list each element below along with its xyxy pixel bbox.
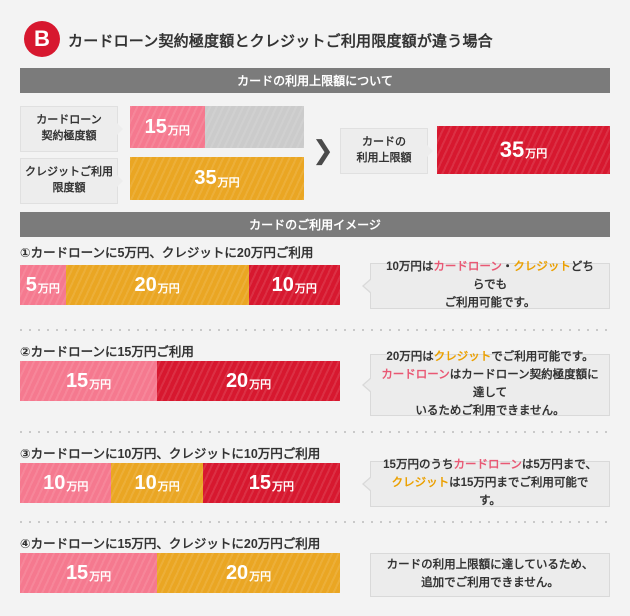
usage-row1-caption: ①カードローンに5万円、クレジットに20万円ご利用	[20, 246, 314, 260]
note2-part1: 20万円は	[386, 351, 434, 364]
usage-row1-credit-segment: 20 万円	[65, 265, 249, 305]
note3-part5: は15万円までご利用可能です。	[449, 477, 589, 507]
usage-row3-seg3-unit: 万円	[272, 481, 295, 493]
usage-row1-card-loan-segment: 5 万円	[20, 265, 66, 305]
usage-row2-seg2-unit: 万円	[249, 379, 272, 391]
card-upper-limit-segment: 35 万円	[437, 126, 610, 174]
note3-part3: は5万円まで、	[521, 459, 597, 472]
credit-limit-label-line2: 限度額	[52, 182, 86, 194]
usage-row3-available-segment: 15 万円	[202, 463, 340, 503]
card-upper-limit-value: 35	[499, 137, 525, 162]
usage-row1-bar: 5 万円 20 万円 10 万円	[20, 265, 340, 305]
usage-row4-bar: 15 万円 20 万円	[20, 553, 340, 593]
credit-limit-unit: 万円	[217, 176, 240, 189]
usage-row3-seg3-value: 15	[248, 471, 272, 494]
usage-row2-seg1-value: 15	[65, 369, 89, 392]
card-loan-limit-segment: 15 万円	[130, 106, 205, 148]
note2-card-loan-word: カードローン	[381, 369, 450, 382]
usage-row3-card-loan-segment: 10 万円	[20, 463, 112, 503]
usage-row3-seg2-value: 10	[134, 471, 157, 494]
card-upper-limit-label-line2: 利用上限額	[356, 152, 412, 164]
usage-row1-seg1-unit: 万円	[37, 283, 60, 295]
card-loan-limit-bar: 15 万円	[130, 106, 304, 148]
usage-row2-note-text: 20万円はクレジットでご利用可能です。 カードローンはカードローン契約極度額に達…	[381, 349, 599, 420]
usage-row4-note: カードの利用上限額に達しているため、 追加でご利用できません。	[370, 553, 610, 597]
usage-row3-seg2-unit: 万円	[157, 481, 180, 493]
dotted-separator-1	[20, 329, 610, 331]
note1-part5: どちらでも	[472, 261, 594, 292]
card-loan-limit-value: 15	[144, 115, 167, 138]
card-loan-limit-remainder-segment	[204, 106, 304, 148]
note1-part1: 10万円は	[386, 261, 434, 274]
usage-row3-note: 15万円のうちカードローンは5万円まで、 クレジットは15万円までご利用可能です…	[362, 459, 610, 507]
usage-row3-note-text: 15万円のうちカードローンは5万円まで、 クレジットは15万円までご利用可能です…	[381, 457, 599, 510]
credit-limit-label-line1: クレジットご利用	[25, 166, 113, 179]
usage-row4-note-text: カードの利用上限額に達しているため、 追加でご利用できません。	[387, 557, 594, 593]
note4-part2: 追加でご利用できません。	[421, 577, 559, 589]
usage-row4-credit-segment: 20 万円	[157, 553, 340, 593]
page-title: カードローン契約極度額とクレジットご利用限度額が違う場合	[68, 33, 493, 50]
card-upper-limit-bar: 35 万円	[437, 126, 610, 174]
note2-part6: いるためご利用できません。	[415, 404, 565, 417]
usage-row4-seg1-value: 15	[65, 561, 89, 584]
usage-row4-caption: ④カードローンに15万円、クレジットに20万円ご利用	[20, 537, 321, 551]
usage-row2-seg2-value: 20	[225, 369, 249, 392]
section-b-badge: B	[24, 21, 60, 57]
usage-row2-seg1-unit: 万円	[89, 379, 112, 391]
usage-row1-seg2-unit: 万円	[157, 283, 180, 295]
usage-row4-seg2-value: 20	[225, 561, 249, 584]
card-loan-limit-label-line1: カードローン	[36, 114, 102, 127]
credit-limit-value: 35	[194, 167, 217, 189]
usage-row1-note-text: 10万円はカードローン・クレジットどちらでも ご利用可能です。	[381, 259, 599, 312]
note1-part6: ご利用可能です。	[444, 296, 536, 309]
note2-part5: はカードローン契約極度額に達して	[449, 369, 599, 399]
upper-section-heading: カードの利用上限額について	[20, 68, 610, 93]
card-loan-limit-unit: 万円	[167, 125, 190, 137]
note2-part3: でご利用可能です。	[491, 351, 594, 364]
usage-row2-note: 20万円はクレジットでご利用可能です。 カードローンはカードローン契約極度額に達…	[362, 351, 610, 417]
chevron-right-icon: ❯	[312, 135, 334, 165]
usage-row1-seg3-value: 10	[271, 273, 294, 296]
note1-separator: ・	[501, 261, 514, 274]
dotted-separator-2	[20, 431, 610, 433]
usage-row2-bar: 15 万円 20 万円	[20, 361, 340, 401]
credit-limit-segment: 35 万円	[130, 157, 304, 200]
usage-row1-available-segment: 10 万円	[248, 265, 340, 305]
usage-row1-seg3-unit: 万円	[294, 283, 317, 295]
usage-row2-caption: ②カードローンに15万円ご利用	[20, 345, 194, 359]
usage-row2-card-loan-segment: 15 万円	[20, 361, 158, 401]
usage-row1-seg2-value: 20	[134, 273, 157, 296]
card-upper-limit-label: カードの 利用上限額	[340, 128, 433, 174]
note3-card-loan-word: カードローン	[453, 459, 522, 472]
note4-part1: カードの利用上限額に達しているため、	[386, 559, 594, 572]
usage-row3-caption: ③カードローンに10万円、クレジットに10万円ご利用	[20, 447, 321, 461]
usage-row4-seg1-unit: 万円	[89, 571, 112, 583]
card-loan-limit-label-line2: 契約極度額	[41, 130, 97, 142]
usage-row3-bar: 10 万円 10 万円 15 万円	[20, 463, 340, 503]
usage-row1-seg1-value: 5	[25, 273, 37, 296]
usage-row2-available-segment: 20 万円	[157, 361, 340, 401]
note2-credit-word: クレジット	[433, 351, 492, 364]
note3-credit-word: クレジット	[391, 477, 450, 490]
usage-row4-seg2-unit: 万円	[249, 571, 272, 583]
credit-limit-bar: 35 万円	[130, 157, 304, 200]
note1-credit-word: クレジット	[513, 261, 571, 274]
dotted-separator-3	[20, 521, 610, 523]
usage-row3-seg1-unit: 万円	[66, 481, 89, 493]
note3-part1: 15万円のうち	[383, 459, 454, 472]
card-upper-limit-unit: 万円	[525, 148, 548, 160]
note1-card-loan-word: カードローン	[433, 261, 502, 274]
usage-row1-note: 10万円はカードローン・クレジットどちらでも ご利用可能です。	[362, 261, 610, 309]
usage-row3-credit-segment: 10 万円	[111, 463, 203, 503]
usage-row3-seg1-value: 10	[43, 471, 66, 494]
usage-section-heading: カードのご利用イメージ	[20, 212, 610, 237]
usage-row4-card-loan-segment: 15 万円	[20, 553, 158, 593]
card-upper-limit-label-line1: カードの	[362, 136, 406, 149]
credit-limit-label: クレジットご利用 限度額	[20, 158, 123, 204]
card-loan-limit-label: カードローン 契約極度額	[20, 106, 123, 152]
